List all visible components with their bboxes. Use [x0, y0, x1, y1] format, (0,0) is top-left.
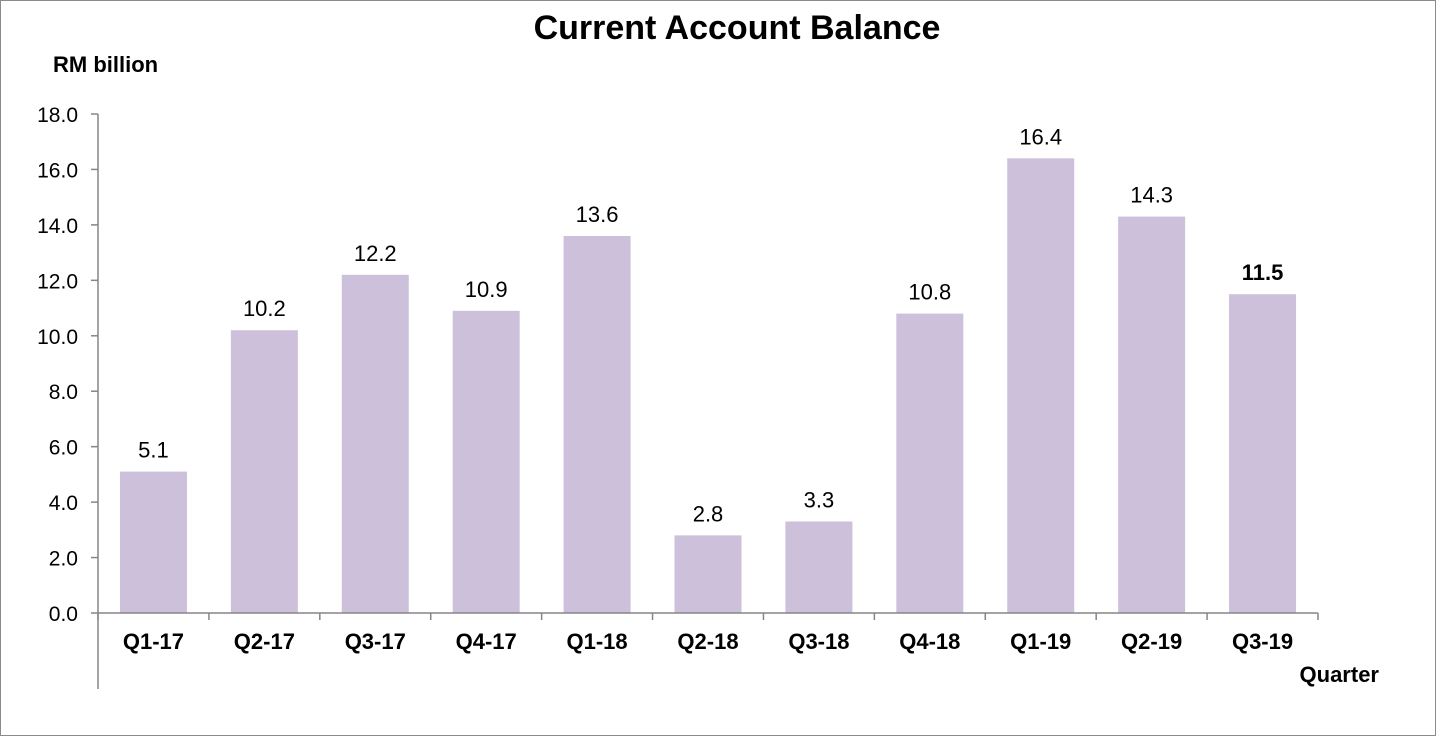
bar: [674, 535, 742, 613]
bar: [563, 235, 631, 613]
y-tick-label: 12.0: [37, 270, 78, 293]
y-tick-label: 0.0: [49, 603, 78, 626]
x-category-label: Q4-17: [456, 629, 517, 654]
bar-series: 5.1 10.2 12.2 10.9 13.6 2.8 3.3 10.8 16.4 14.3 11.…: [119, 124, 1297, 614]
bar-value-label: 10.2: [243, 296, 286, 321]
y-tick-label: 8.0: [49, 381, 78, 404]
y-tick-label: 14.0: [37, 215, 78, 238]
bar-value-label: 11.5: [1242, 260, 1284, 285]
bar: [230, 330, 298, 613]
y-tick-label: 18.0: [37, 104, 78, 127]
x-category-label: Q2-18: [677, 629, 738, 654]
bar: [785, 521, 853, 613]
x-axis: Q1-17 Q2-17 Q3-17 Q4-17 Q1-18 Q2-18 Q3-18 Q4-18…: [97, 612, 1319, 689]
y-tick-label: 4.0: [49, 492, 78, 515]
x-category-label: Q1-19: [1010, 629, 1071, 654]
bar: [1229, 294, 1297, 613]
bar-value-label: 14.3: [1130, 183, 1173, 208]
bar-value-label: 13.6: [576, 202, 619, 227]
x-category-label: Q3-17: [345, 629, 406, 654]
bar: [1007, 158, 1075, 613]
x-category-label: Q1-17: [123, 629, 184, 654]
x-category-label: Q3-19: [1232, 629, 1293, 654]
bar: [1118, 216, 1186, 614]
x-category-label: Q2-19: [1121, 629, 1182, 654]
y-axis-unit-label: RM billion: [53, 52, 158, 77]
bar: [452, 310, 520, 613]
y-tick-label: 10.0: [37, 326, 78, 349]
chart-title: Current Account Balance: [534, 9, 941, 47]
bar-value-label: 16.4: [1019, 124, 1062, 149]
y-tick-label: 16.0: [37, 159, 78, 182]
x-axis-title: Quarter: [1300, 662, 1380, 687]
bar-value-label: 5.1: [138, 438, 169, 463]
x-category-label: Q4-18: [899, 629, 960, 654]
y-axis: 0.0 2.0 4.0 6.0 8.0 10.0 12.0 14.0 16.0 18.0: [37, 104, 99, 626]
x-category-label: Q2-17: [234, 629, 295, 654]
bar: [341, 274, 409, 613]
bar-value-label: 10.9: [465, 277, 508, 302]
bar-value-label: 10.8: [908, 280, 951, 305]
x-category-label: Q1-18: [567, 629, 628, 654]
y-tick-label: 2.0: [49, 548, 78, 571]
bar-value-label: 3.3: [804, 488, 835, 513]
y-tick-label: 6.0: [49, 437, 78, 460]
bar-value-label: 2.8: [693, 501, 724, 526]
bar: [119, 471, 187, 613]
bar: [896, 313, 964, 613]
bar-value-label: 12.2: [354, 241, 397, 266]
x-category-label: Q3-18: [788, 629, 849, 654]
